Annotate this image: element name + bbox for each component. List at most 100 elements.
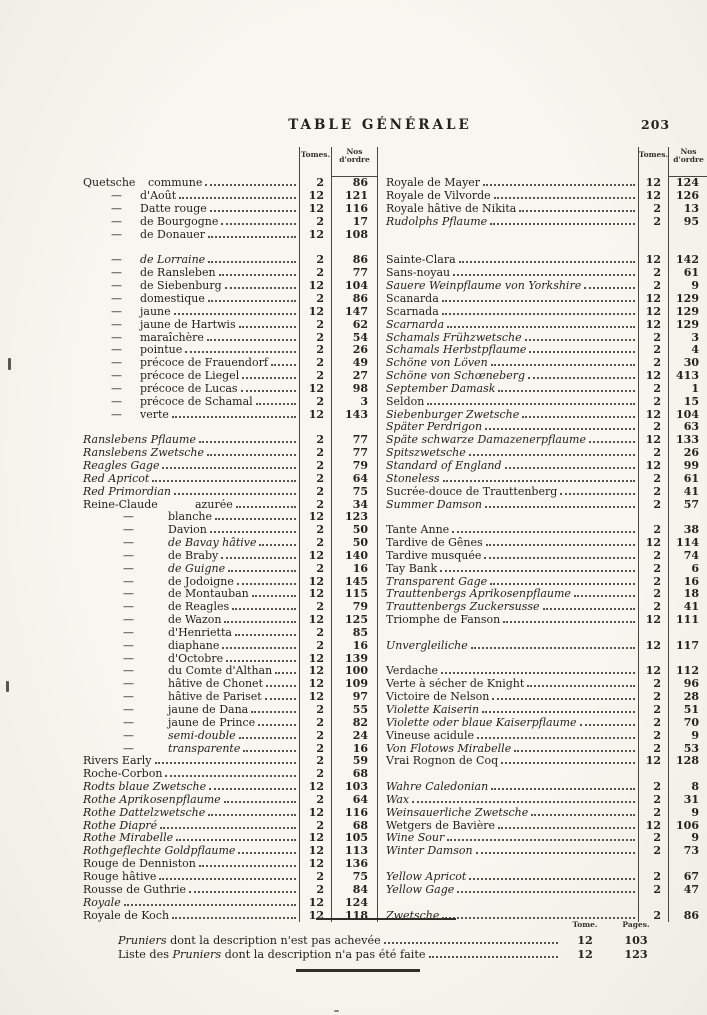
footer-row-page: 123	[624, 946, 648, 961]
variety-name: Sainte-Clara	[386, 254, 456, 267]
dot-leader	[266, 685, 296, 688]
dot-leader	[573, 595, 635, 598]
row-order-number-value: 129	[668, 293, 707, 306]
row-tome-value: 12	[299, 909, 331, 922]
dot-leader	[251, 711, 296, 714]
dot-leader	[218, 274, 296, 277]
table-row: — d'Henrietta 2 85	[63, 627, 377, 640]
row-order-number-value: 116	[331, 806, 377, 820]
table-row: Verte à sécher de Knight 2 96	[378, 678, 707, 691]
row-tome-value: 2	[638, 909, 668, 922]
variety-name: Winter Damson	[386, 845, 473, 858]
row-name-cell: Triomphe de Fanson	[378, 614, 638, 626]
table-row: Red Apricot 2 64	[63, 472, 377, 486]
row-name-cell: — maraîchère	[63, 332, 299, 344]
row-name-cell: — d'Octobre	[63, 653, 299, 665]
table-row	[378, 767, 707, 781]
row-tome-value: 2	[299, 498, 331, 511]
ditto-dash: —	[111, 280, 122, 293]
row-name-cell: Wetgers de Bavière	[378, 820, 638, 832]
variety-name: Rothe Mirabelle	[83, 832, 174, 845]
variety-name: Verte à sécher de Knight	[386, 678, 525, 691]
table-row: — hâtive de Chonet 12 109	[63, 678, 377, 691]
row-order-number-value: 103	[331, 781, 377, 794]
footer-closing-rule	[296, 969, 420, 972]
row-name-cell: Standard of England	[378, 460, 638, 472]
dot-leader	[154, 762, 296, 765]
row-name-cell: Sauere Weinpflaume von Yorkshire	[378, 280, 638, 292]
footer-summary: Tome. Pages. Pruniers dont la descriptio…	[63, 920, 663, 961]
table-row: Schöne von Schœneberg 12 413	[378, 370, 707, 383]
row-name-cell: — de Montauban	[63, 588, 299, 600]
table-row: — précoce de Schamal 2 3	[63, 395, 377, 409]
dot-leader	[205, 184, 296, 187]
dot-leader	[228, 569, 296, 572]
row-tome-value: 2	[299, 883, 331, 897]
row-order-number-value: 73	[668, 845, 707, 858]
table-row: Violette oder blaue Kaiserpflaume 2 70	[378, 716, 707, 730]
variety-name: Siebenburger Zwetsche	[386, 408, 520, 421]
variety-name: hâtive de Chonet	[168, 678, 263, 691]
row-tome-value: 2	[299, 395, 331, 409]
table-row: Schamals Herbstpflaume 2 4	[378, 344, 707, 357]
table-row: — de Jodoigne 12 145	[63, 575, 377, 588]
row-order-number-value: 59	[331, 755, 377, 768]
variety-name: d'Octobre	[168, 652, 224, 665]
dot-leader	[458, 261, 635, 264]
row-name-cell: Rothe Dattelzwetsche	[63, 807, 299, 819]
table-row: — maraîchère 2 54	[63, 331, 377, 344]
row-name-cell: — de Bourgogne	[63, 216, 299, 228]
row-name-cell: Seldon	[378, 396, 638, 408]
dot-leader	[242, 377, 296, 380]
row-name-cell: Weinsauerliche Zwetsche	[378, 807, 638, 819]
row-tome-value: 2	[638, 742, 668, 755]
row-genus-label: Reine-Claude	[83, 498, 158, 511]
variety-name: Trauttenbergs Zuckersusse	[386, 601, 540, 614]
row-name-cell: — de Braby	[63, 550, 299, 562]
dot-leader	[162, 466, 296, 469]
row-order-number-value: 139	[331, 652, 377, 666]
table-row: — blanche 12 123	[63, 511, 377, 524]
row-order-number-value: 61	[668, 267, 707, 280]
row-name-cell: September Damask	[378, 383, 638, 395]
row-name-cell: Späte schwarze Damazenerpflaume	[378, 434, 638, 446]
row-order-number-value	[668, 857, 707, 871]
table-row: — hâtive de Pariset 12 97	[63, 691, 377, 704]
row-order-number-value: 51	[668, 704, 707, 717]
variety-name: Sans-noyau	[386, 267, 451, 280]
row-tome-value: 2	[299, 524, 331, 537]
row-name-cell: Royale hâtive de Nikita	[378, 203, 638, 215]
dot-leader	[484, 505, 635, 508]
dot-leader	[529, 351, 635, 354]
row-order-number-value: 26	[331, 344, 377, 357]
variety-name: Violette Kaiserin	[386, 704, 480, 717]
table-row: Schöne von Löven 2 30	[378, 357, 707, 370]
row-order-number-value: 63	[668, 421, 707, 434]
row-tome-value	[638, 626, 668, 640]
table-row: Von Flotows Mirabelle 2 53	[378, 742, 707, 755]
table-row: Sans-noyau 2 61	[378, 267, 707, 280]
ditto-dash: —	[111, 190, 122, 203]
row-order-number-value: 38	[668, 524, 707, 537]
row-tome-value: 12	[299, 678, 331, 691]
row-order-number-value: 54	[331, 331, 377, 344]
table-row: Scanarda 12 129	[378, 293, 707, 306]
ditto-dash: —	[123, 601, 134, 614]
variety-name: Tardive musquée	[386, 549, 482, 562]
row-tome-value: 2	[299, 331, 331, 344]
row-order-number-value: 16	[331, 562, 377, 576]
row-order-number-value: 77	[331, 447, 377, 460]
row-order-number-value: 121	[331, 190, 377, 203]
row-tome-value: 12	[299, 832, 331, 845]
row-tome-value: 2	[638, 549, 668, 563]
variety-name: jaune de Hartwis	[140, 318, 236, 331]
variety-name: Rothe Diapré	[83, 819, 158, 832]
row-tome-value: 2	[638, 421, 668, 434]
variety-name: de Jodoigne	[168, 575, 234, 588]
row-tome-value: 12	[638, 305, 668, 319]
table-row: — d'Août 12 121	[63, 190, 377, 203]
dot-leader	[441, 672, 635, 675]
dot-leader	[528, 377, 635, 380]
row-order-number-value: 79	[331, 460, 377, 473]
footer-row-text-post: dont la description n'est pas achevée	[166, 934, 381, 947]
